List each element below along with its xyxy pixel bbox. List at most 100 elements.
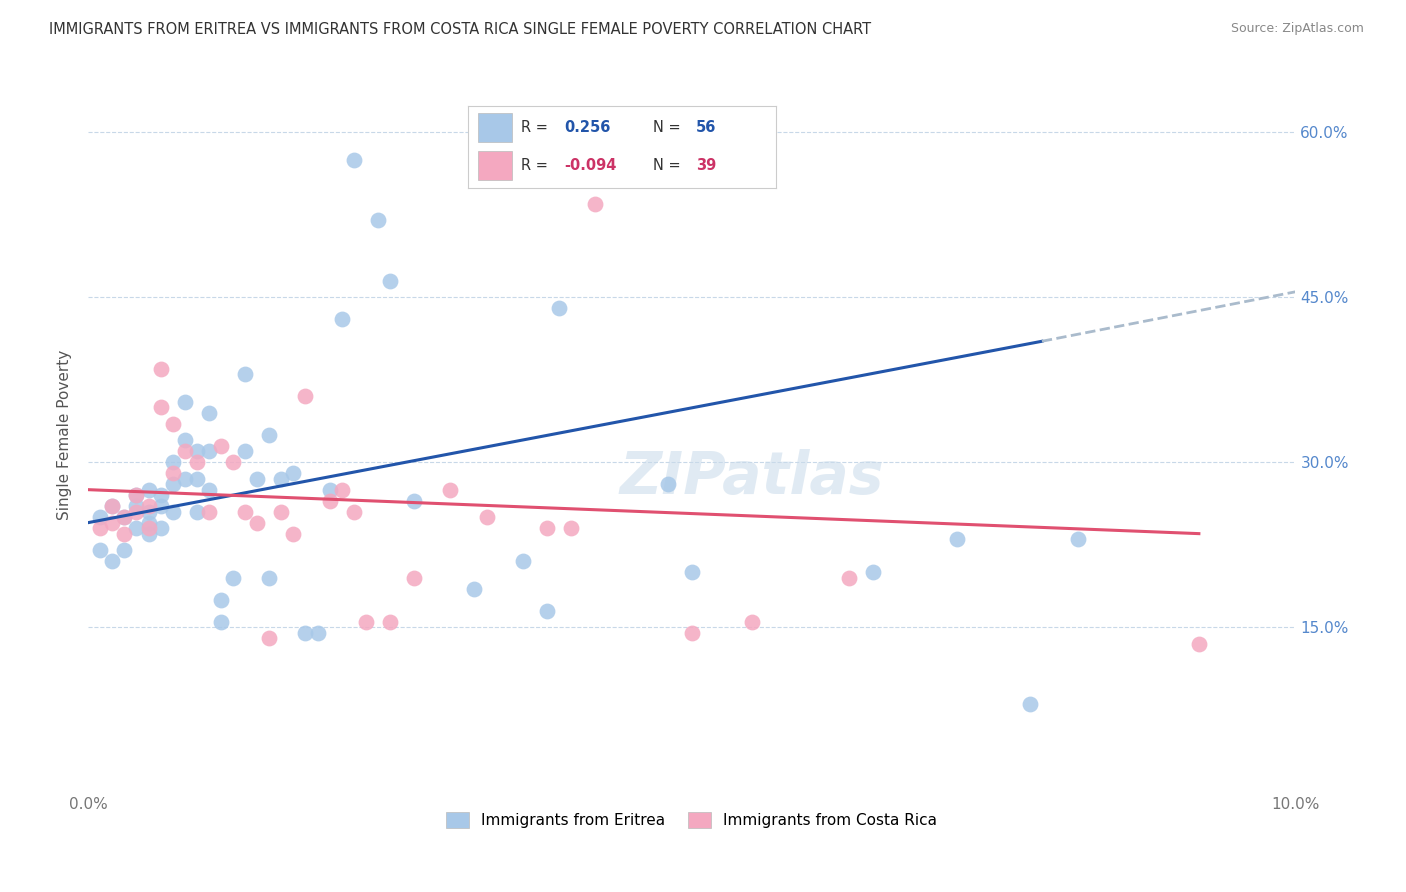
- Point: [233, 368, 256, 382]
- Point: [112, 526, 135, 541]
- Point: [209, 439, 232, 453]
- Point: [173, 444, 195, 458]
- Point: [89, 510, 111, 524]
- Point: [1188, 636, 1211, 650]
- Point: [173, 433, 195, 447]
- Point: [138, 499, 160, 513]
- Point: [404, 493, 426, 508]
- Point: [112, 543, 135, 558]
- Point: [101, 516, 124, 530]
- Point: [198, 505, 221, 519]
- Point: [246, 472, 269, 486]
- Point: [149, 361, 172, 376]
- Point: [583, 197, 606, 211]
- Point: [186, 455, 208, 469]
- Point: [257, 571, 280, 585]
- Point: [283, 526, 305, 541]
- Point: [536, 521, 558, 535]
- Point: [186, 472, 208, 486]
- Point: [233, 444, 256, 458]
- Point: [270, 505, 292, 519]
- Point: [657, 477, 679, 491]
- Point: [463, 582, 485, 596]
- Point: [162, 455, 184, 469]
- Point: [257, 631, 280, 645]
- Point: [162, 417, 184, 431]
- Point: [222, 455, 245, 469]
- Point: [138, 505, 160, 519]
- Point: [330, 312, 353, 326]
- Point: [741, 615, 763, 629]
- Point: [112, 510, 135, 524]
- Point: [209, 592, 232, 607]
- Point: [149, 401, 172, 415]
- Point: [1018, 697, 1040, 711]
- Point: [270, 472, 292, 486]
- Point: [209, 615, 232, 629]
- Point: [149, 521, 172, 535]
- Point: [294, 389, 316, 403]
- Point: [233, 505, 256, 519]
- Point: [89, 521, 111, 535]
- Point: [125, 488, 148, 502]
- Point: [162, 466, 184, 480]
- Point: [101, 554, 124, 568]
- Point: [354, 615, 377, 629]
- Point: [257, 427, 280, 442]
- Point: [112, 510, 135, 524]
- Point: [1067, 532, 1090, 546]
- Point: [307, 625, 329, 640]
- Y-axis label: Single Female Poverty: Single Female Poverty: [58, 350, 72, 520]
- Point: [862, 565, 884, 579]
- Point: [318, 493, 340, 508]
- Point: [101, 499, 124, 513]
- Point: [946, 532, 969, 546]
- Point: [548, 301, 571, 316]
- Point: [149, 488, 172, 502]
- Point: [378, 274, 401, 288]
- Point: [343, 505, 366, 519]
- Text: ZIPatlas: ZIPatlas: [620, 449, 884, 506]
- Point: [138, 526, 160, 541]
- Point: [838, 571, 860, 585]
- Point: [681, 625, 703, 640]
- Text: Source: ZipAtlas.com: Source: ZipAtlas.com: [1230, 22, 1364, 36]
- Point: [173, 394, 195, 409]
- Point: [89, 543, 111, 558]
- Point: [330, 483, 353, 497]
- Point: [101, 499, 124, 513]
- Legend: Immigrants from Eritrea, Immigrants from Costa Rica: Immigrants from Eritrea, Immigrants from…: [440, 806, 943, 834]
- Point: [162, 505, 184, 519]
- Point: [138, 483, 160, 497]
- Point: [125, 505, 148, 519]
- Point: [198, 406, 221, 420]
- Point: [173, 472, 195, 486]
- Point: [138, 516, 160, 530]
- Point: [198, 483, 221, 497]
- Point: [536, 604, 558, 618]
- Point: [222, 571, 245, 585]
- Point: [125, 521, 148, 535]
- Point: [404, 571, 426, 585]
- Point: [318, 483, 340, 497]
- Point: [149, 499, 172, 513]
- Point: [378, 615, 401, 629]
- Point: [475, 510, 498, 524]
- Point: [186, 505, 208, 519]
- Point: [246, 516, 269, 530]
- Point: [343, 153, 366, 167]
- Text: IMMIGRANTS FROM ERITREA VS IMMIGRANTS FROM COSTA RICA SINGLE FEMALE POVERTY CORR: IMMIGRANTS FROM ERITREA VS IMMIGRANTS FR…: [49, 22, 872, 37]
- Point: [138, 521, 160, 535]
- Point: [198, 444, 221, 458]
- Point: [294, 625, 316, 640]
- Point: [283, 466, 305, 480]
- Point: [186, 444, 208, 458]
- Point: [439, 483, 461, 497]
- Point: [162, 477, 184, 491]
- Point: [512, 554, 534, 568]
- Point: [560, 521, 582, 535]
- Point: [681, 565, 703, 579]
- Point: [125, 499, 148, 513]
- Point: [367, 213, 389, 227]
- Point: [125, 488, 148, 502]
